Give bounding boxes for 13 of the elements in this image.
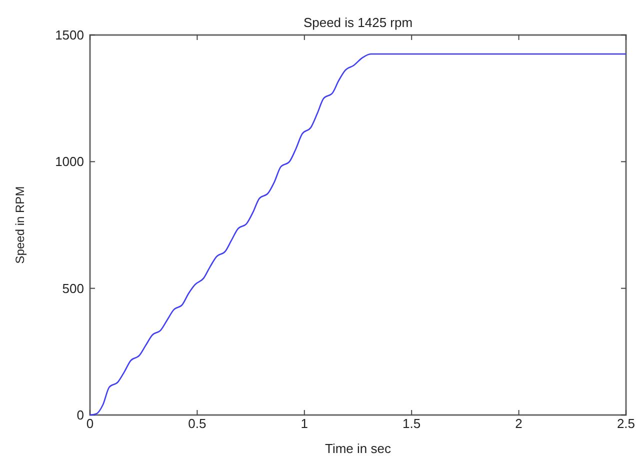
y-tick-label: 500 [62,280,84,296]
x-tick-label: 0.5 [188,416,206,431]
x-tick-label: 2.5 [616,416,636,431]
line-series [89,53,627,416]
y-axis-title: Speed in RPM [13,186,27,264]
x-tick-label: 0 [86,416,94,431]
x-axis-title: Time in sec [325,441,392,456]
x-tick-label: 1 [300,416,308,431]
x-tick-label: 2 [515,416,522,431]
y-tick-label: 1500 [55,28,84,42]
y-tick-label: 1000 [55,154,84,170]
x-tick-label: 1.5 [402,416,421,431]
chart-title: Speed is 1425 rpm [303,15,413,30]
